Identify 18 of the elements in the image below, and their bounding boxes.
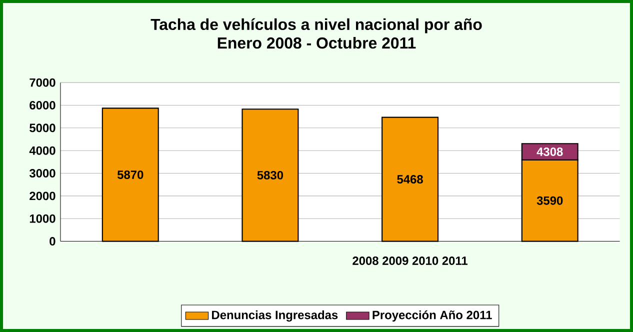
legend-label: Proyección Año 2011	[372, 310, 492, 322]
chart-title: Tacha de vehículos a nivel nacional por año	[150, 18, 482, 34]
chart-subtitle: Enero 2008 - Octubre 2011	[218, 36, 416, 49]
data-label: 5870	[117, 170, 144, 179]
y-tick-label: 0	[50, 237, 56, 246]
y-tick-label: 7000	[30, 78, 56, 87]
y-tick-label: 6000	[30, 101, 56, 110]
text: 2008 2009 2010 2011	[352, 256, 468, 265]
y-tick-label: 5000	[30, 124, 56, 132]
total-label: 4308	[536, 148, 563, 156]
data-label: 5830	[257, 170, 284, 180]
y-tick-label: 1000	[30, 214, 56, 223]
y-tick-label: 4000	[29, 146, 56, 155]
y-tick-label: 3000	[29, 169, 56, 178]
data-label: 3590	[536, 196, 563, 205]
data-label: 5468	[397, 175, 423, 184]
legend-label: Denuncias Ingresadas	[212, 310, 338, 322]
y-tick-label: 2000	[30, 192, 56, 200]
